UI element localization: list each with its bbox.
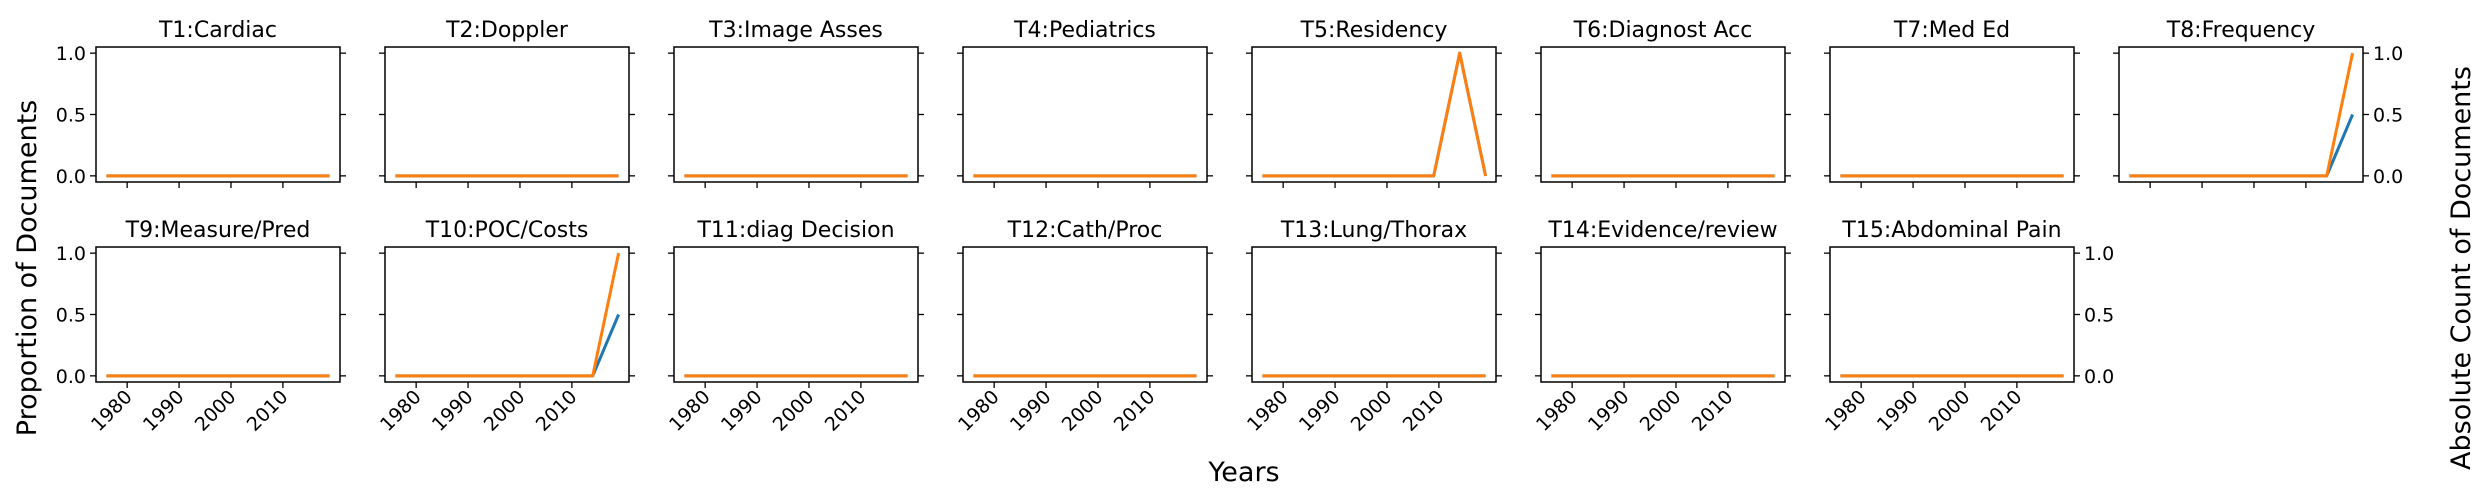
panel-title: T11:diag Decision [696, 218, 894, 243]
x-tick-label: 2010 [243, 386, 293, 436]
panel-title: T2:Doppler [445, 18, 569, 43]
x-tick-label: 2000 [769, 386, 819, 436]
x-tick-label: 2010 [532, 386, 582, 436]
plot-frame [673, 46, 919, 183]
x-tick-label: 1980 [87, 386, 137, 436]
count-series-line [1262, 51, 1488, 178]
panel-title: T13:Lung/Thorax [1280, 218, 1467, 243]
panel-title: T1:Cardiac [158, 18, 277, 43]
count-series-line [2129, 52, 2355, 178]
x-tick-label: 1990 [1584, 386, 1634, 436]
proportion-series-line [1262, 51, 1488, 178]
panel: T13:Lung/Thorax 1980 1990 2000 2010 [1243, 218, 1502, 436]
panel: T1:Cardiac 0.0 0.5 1.0 [56, 18, 346, 188]
x-tick-label: 1990 [1006, 386, 1056, 436]
x-tick-label: 2000 [1636, 386, 1686, 436]
x-tick-label: 1980 [1821, 386, 1871, 436]
panel: T7:Med Ed [1824, 18, 2080, 188]
x-tick-label: 1990 [1873, 386, 1923, 436]
panel-title: T12:Cath/Proc [1007, 218, 1163, 243]
panel-title: T14:Evidence/review [1547, 218, 1777, 243]
panel-title: T5:Residency [1300, 18, 1448, 43]
plot-frame [384, 46, 630, 183]
panel-title: T6:Diagnost Acc [1573, 18, 1753, 43]
panel: T10:POC/Costs 1980 1990 2000 2010 [376, 218, 635, 436]
count-series-line [395, 252, 621, 378]
plot-frame [1829, 246, 2075, 383]
x-tick-label: 2000 [1058, 386, 1108, 436]
y-tick-label-right: 0.5 [2373, 105, 2403, 127]
plot-frame [962, 46, 1208, 183]
left-y-axis-label: Proportion of Documents [12, 100, 43, 436]
x-tick-label: 1980 [954, 386, 1004, 436]
panel: T6:Diagnost Acc [1535, 18, 1791, 188]
x-tick-label: 1990 [1295, 386, 1345, 436]
x-tick-label: 2000 [191, 386, 241, 436]
y-tick-label: 0.0 [56, 366, 86, 388]
panel: T4:Pediatrics [957, 18, 1213, 188]
plot-frame [384, 246, 630, 383]
x-tick-label: 1980 [1532, 386, 1582, 436]
plot-frame [95, 246, 341, 383]
panel: T14:Evidence/review 1980 1990 2000 2010 [1532, 218, 1791, 436]
x-tick-label: 2010 [821, 386, 871, 436]
panel: T9:Measure/Pred 0.0 0.5 1.0 1980 1990 2000 2010 [56, 218, 346, 436]
panel: T8:Frequency 0.0 0.5 1.0 [2113, 18, 2403, 188]
panel-title: T4:Pediatrics [1013, 18, 1156, 43]
y-tick-label: 1.0 [56, 243, 86, 265]
y-tick-label: 0.0 [56, 166, 86, 188]
plot-frame [673, 246, 919, 383]
panel-title: T15:Abdominal Pain [1841, 218, 2061, 243]
y-tick-label: 0.5 [56, 105, 86, 127]
panels-group: T1:Cardiac 0.0 0.5 1.0 T2:Doppler T3:Image As… [56, 18, 2403, 436]
panel: T15:Abdominal Pain 0.0 0.5 1.0 1980 1990 2000 2… [1821, 218, 2114, 436]
panel: T3:Image Asses [668, 18, 924, 188]
panel-title: T10:POC/Costs [425, 218, 589, 243]
plot-frame [1829, 46, 2075, 183]
x-tick-label: 2010 [1399, 386, 1449, 436]
plot-frame [1251, 246, 1497, 383]
panel-title: T3:Image Asses [708, 18, 883, 43]
x-tick-label: 1980 [376, 386, 426, 436]
plot-frame [2118, 46, 2364, 183]
x-tick-label: 1980 [665, 386, 715, 436]
panel-title: T7:Med Ed [1893, 18, 2010, 43]
x-tick-label: 2000 [1925, 386, 1975, 436]
panel: T2:Doppler [379, 18, 635, 188]
panel: T11:diag Decision 1980 1990 2000 2010 [665, 218, 924, 436]
x-tick-label: 2010 [1977, 386, 2027, 436]
proportion-series-line [2129, 113, 2354, 178]
y-tick-label-right: 0.5 [2084, 305, 2114, 327]
plot-frame [95, 46, 341, 183]
x-tick-label: 1990 [717, 386, 767, 436]
proportion-series-line [395, 313, 620, 378]
y-tick-label: 0.5 [56, 305, 86, 327]
right-y-axis-label: Absolute Count of Documents [2446, 66, 2477, 470]
panel: T12:Cath/Proc 1980 1990 2000 2010 [954, 218, 1213, 436]
plot-frame [1540, 46, 1786, 183]
x-tick-label: 1990 [139, 386, 189, 436]
y-tick-label: 1.0 [56, 43, 86, 65]
panel: T5:Residency [1246, 18, 1502, 188]
x-tick-label: 2010 [1110, 386, 1160, 436]
y-tick-label-right: 0.0 [2373, 166, 2403, 188]
x-tick-label: 2000 [480, 386, 530, 436]
x-tick-label: 2000 [1347, 386, 1397, 436]
panel-title: T8:Frequency [2166, 18, 2316, 43]
y-tick-label-right: 1.0 [2084, 243, 2114, 265]
x-tick-label: 1990 [428, 386, 478, 436]
plot-frame [1251, 46, 1497, 183]
plot-frame [962, 246, 1208, 383]
x-axis-label: Years [1207, 457, 1279, 488]
panel-title: T9:Measure/Pred [125, 218, 311, 243]
x-tick-label: 1980 [1243, 386, 1293, 436]
plot-frame [1540, 246, 1786, 383]
x-tick-label: 2010 [1688, 386, 1738, 436]
y-tick-label-right: 0.0 [2084, 366, 2114, 388]
y-tick-label-right: 1.0 [2373, 43, 2403, 65]
